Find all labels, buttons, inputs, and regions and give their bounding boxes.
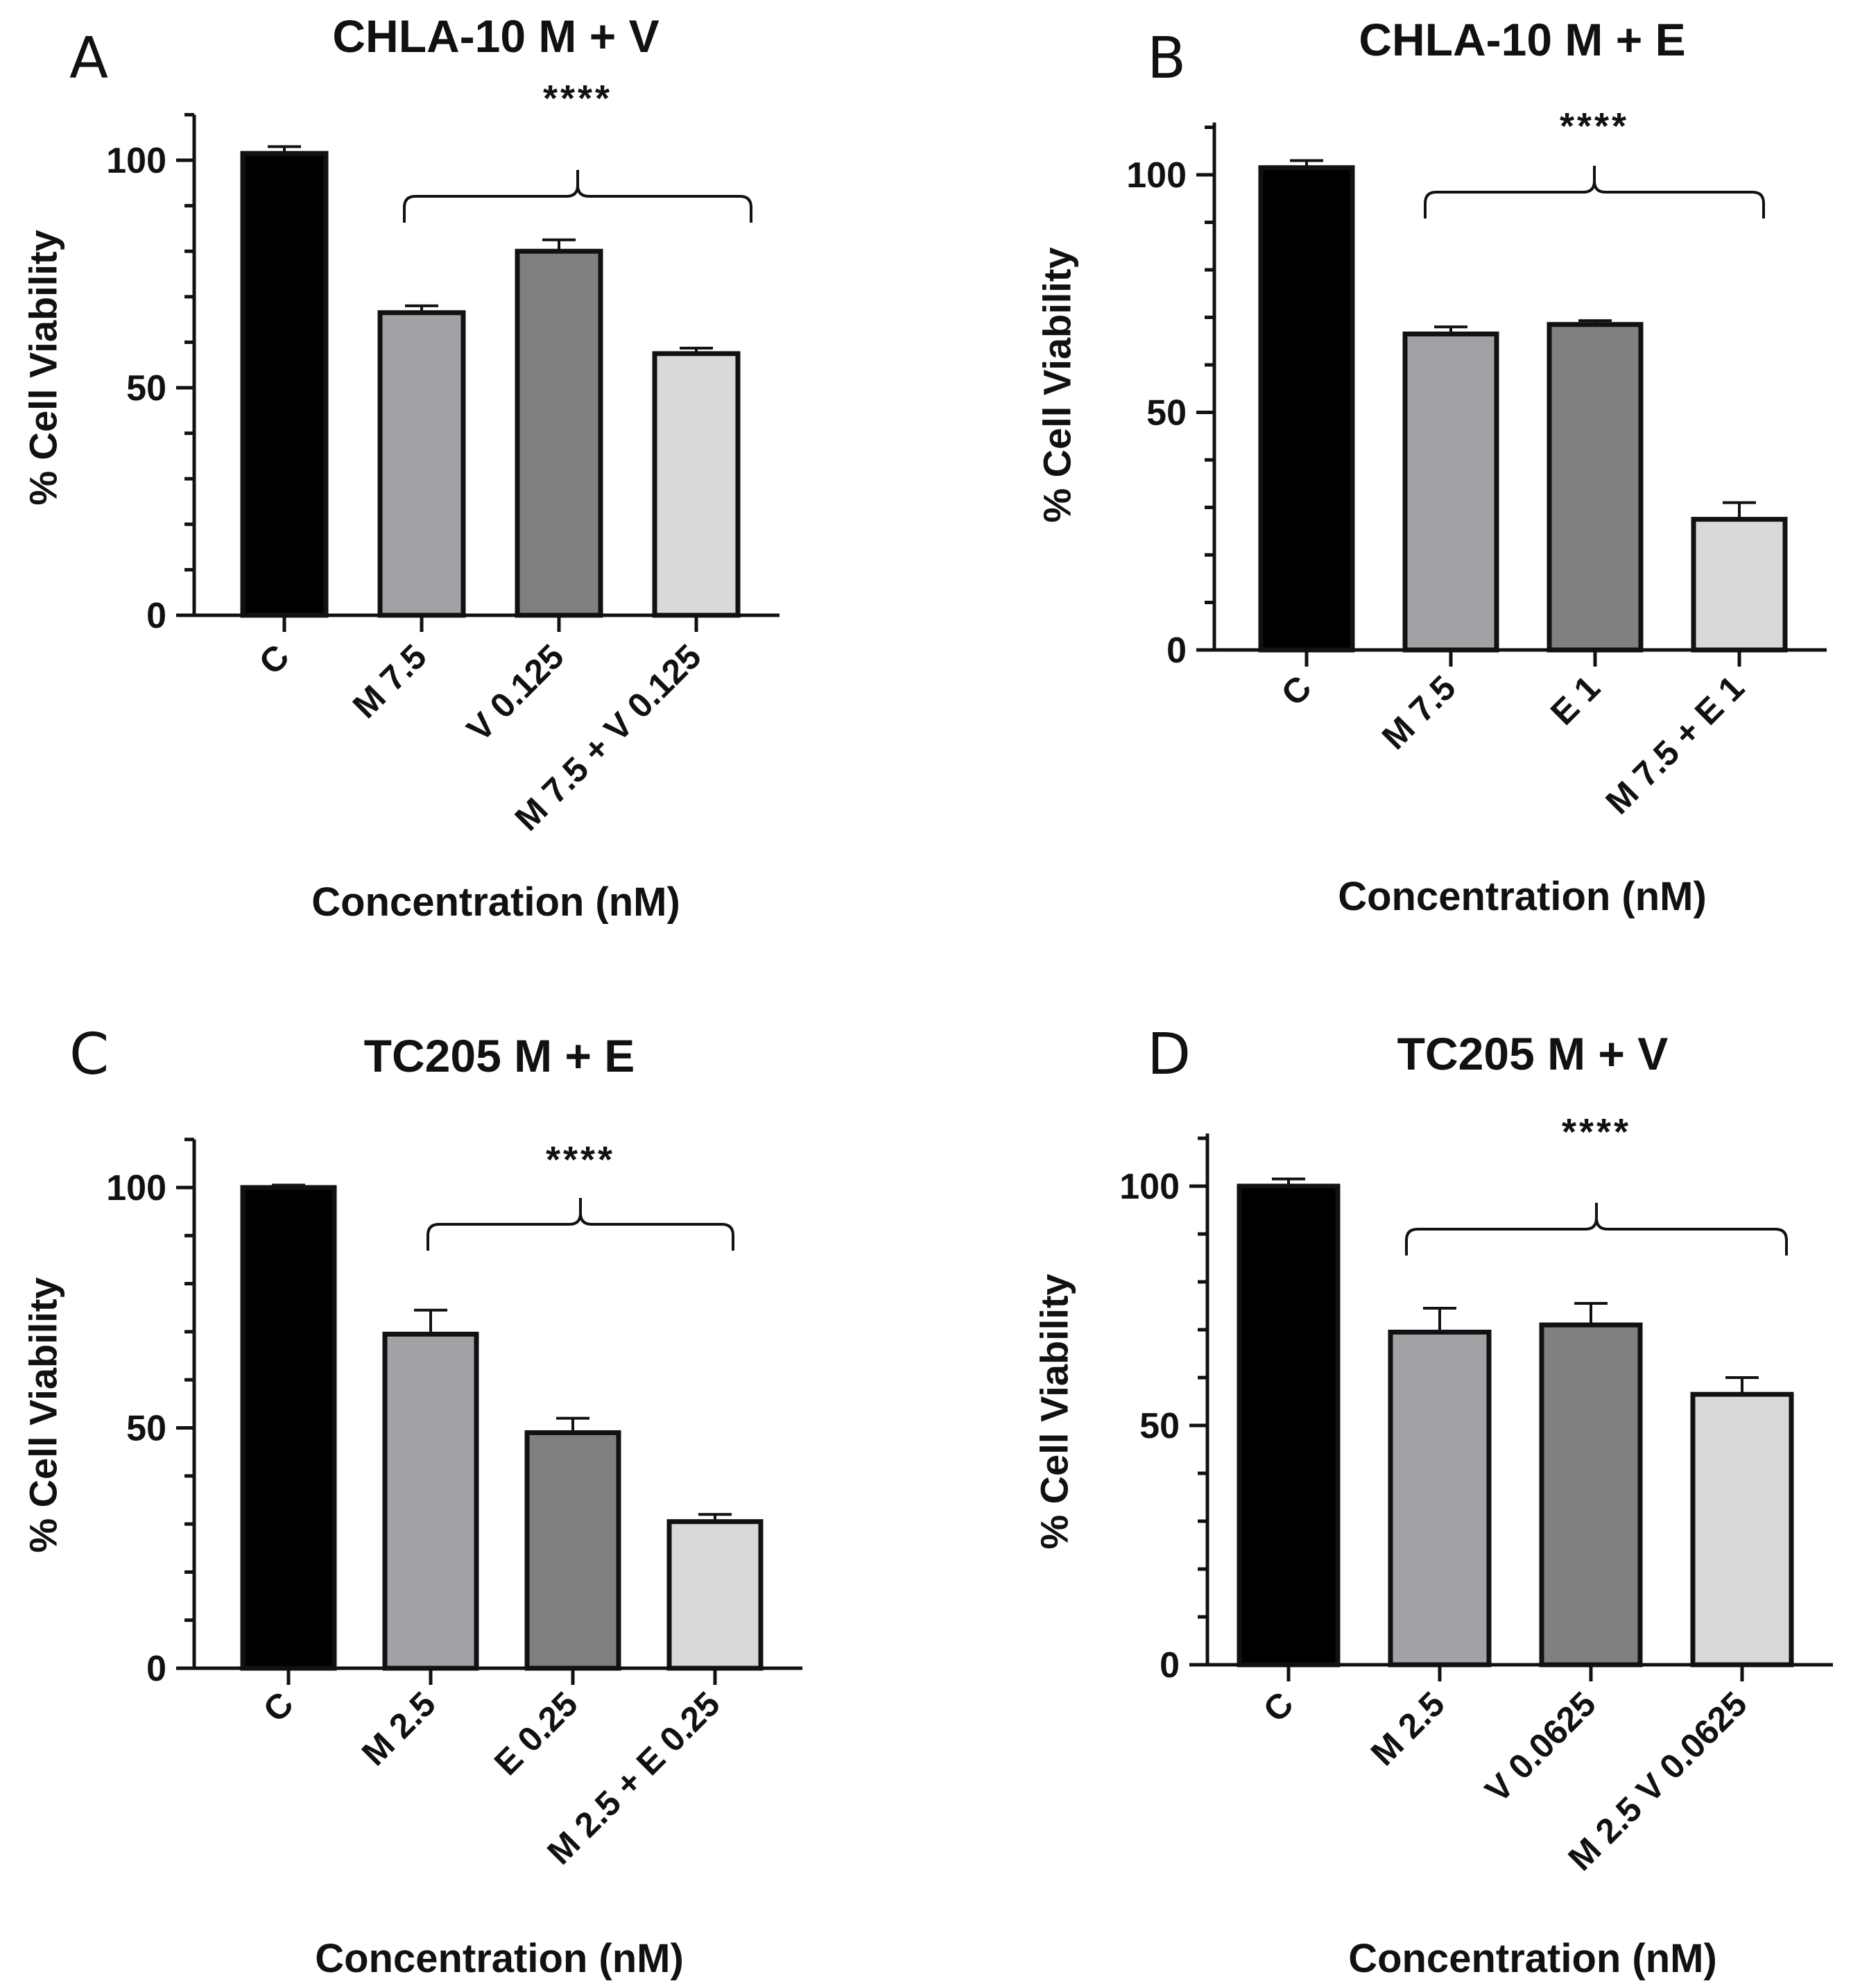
chart-title: TC205 M + V <box>1397 1028 1669 1079</box>
bar-1 <box>240 151 329 618</box>
y-tick-label: 0 <box>1166 631 1187 671</box>
y-tick-label: 0 <box>146 596 166 636</box>
y-tick-label: 0 <box>1160 1645 1180 1686</box>
significance-brace <box>427 1198 734 1251</box>
chart-title: TC205 M + E <box>364 1030 635 1081</box>
y-tick-label: 50 <box>126 1409 166 1449</box>
significance-stars: **** <box>546 1139 615 1181</box>
x-axis-label: Concentration (nM) <box>1348 1936 1717 1981</box>
significance-brace <box>403 170 752 223</box>
y-tick-label: 100 <box>1119 1167 1180 1207</box>
y-axis-label: % Cell Viability <box>1033 1274 1076 1549</box>
bar-4 <box>666 1519 764 1671</box>
bar-1 <box>1237 1183 1341 1668</box>
category-label: E 1 <box>1543 668 1608 732</box>
category-label: C <box>1256 1684 1301 1729</box>
bar-2 <box>377 310 466 618</box>
panel-letter: A <box>69 26 108 92</box>
category-label: V 0.125 <box>459 637 571 748</box>
panel-letter: B <box>1147 26 1186 92</box>
panel-c: C TC205 M + E % Cell Viability Concentratio… <box>21 1022 802 1981</box>
category-label: M 7.5 <box>1375 668 1463 757</box>
y-axis-label: % Cell Viability <box>1035 247 1079 522</box>
category-label: C <box>1274 668 1319 713</box>
y-tick-label: 50 <box>126 368 166 409</box>
bar-4 <box>652 351 741 618</box>
bar-2 <box>1402 331 1499 653</box>
x-axis-label: Concentration (nM) <box>315 1936 684 1981</box>
significance-brace <box>1424 166 1765 218</box>
panel-b: B CHLA-10 M + E % Cell Viability Concentrat… <box>1035 14 1827 919</box>
significance-stars: **** <box>543 78 612 119</box>
panel-letter: D <box>1147 1022 1191 1088</box>
y-tick-label: 100 <box>1126 155 1187 196</box>
y-tick-label: 50 <box>1146 393 1187 434</box>
x-axis-label: Concentration (nM) <box>311 880 680 925</box>
bar-4 <box>1691 517 1788 653</box>
category-label: M 7.5 + E 1 <box>1598 668 1751 821</box>
panel-letter: C <box>69 1022 109 1088</box>
y-axis-label: % Cell Viability <box>21 1277 65 1552</box>
bar-3 <box>515 248 603 618</box>
y-tick-label: 100 <box>106 1168 166 1208</box>
y-tick-label: 0 <box>146 1649 166 1689</box>
bar-1 <box>1258 165 1355 653</box>
y-tick-label: 50 <box>1139 1406 1180 1446</box>
chart-title: CHLA-10 M + V <box>332 10 659 62</box>
bar-2 <box>382 1331 479 1671</box>
bar-3 <box>1547 322 1644 653</box>
panel-a: A CHLA-10 M + V % Cell Viability Concentrat… <box>21 10 780 925</box>
bar-3 <box>1539 1322 1643 1668</box>
x-axis-label: Concentration (nM) <box>1338 874 1707 919</box>
chart-title: CHLA-10 M + E <box>1359 14 1685 65</box>
significance-stars: **** <box>1562 1111 1631 1153</box>
y-axis-label: % Cell Viability <box>21 230 65 505</box>
panel-d: D TC205 M + V % Cell Viability Concentratio… <box>1033 1022 1833 1981</box>
category-label: V 0.0625 <box>1478 1684 1603 1810</box>
category-label: C <box>252 637 297 682</box>
category-label: C <box>256 1684 301 1729</box>
category-label: M 2.5 <box>1363 1684 1452 1773</box>
bar-4 <box>1690 1391 1794 1668</box>
category-label: E 0.25 <box>487 1684 585 1783</box>
significance-brace <box>1405 1203 1788 1256</box>
category-label: M 2.5 <box>354 1684 443 1773</box>
bar-1 <box>240 1185 337 1671</box>
bar-3 <box>524 1430 621 1671</box>
significance-stars: **** <box>1560 105 1629 147</box>
y-tick-label: 100 <box>106 141 166 181</box>
bar-2 <box>1388 1329 1492 1668</box>
category-label: M 7.5 <box>345 637 434 726</box>
